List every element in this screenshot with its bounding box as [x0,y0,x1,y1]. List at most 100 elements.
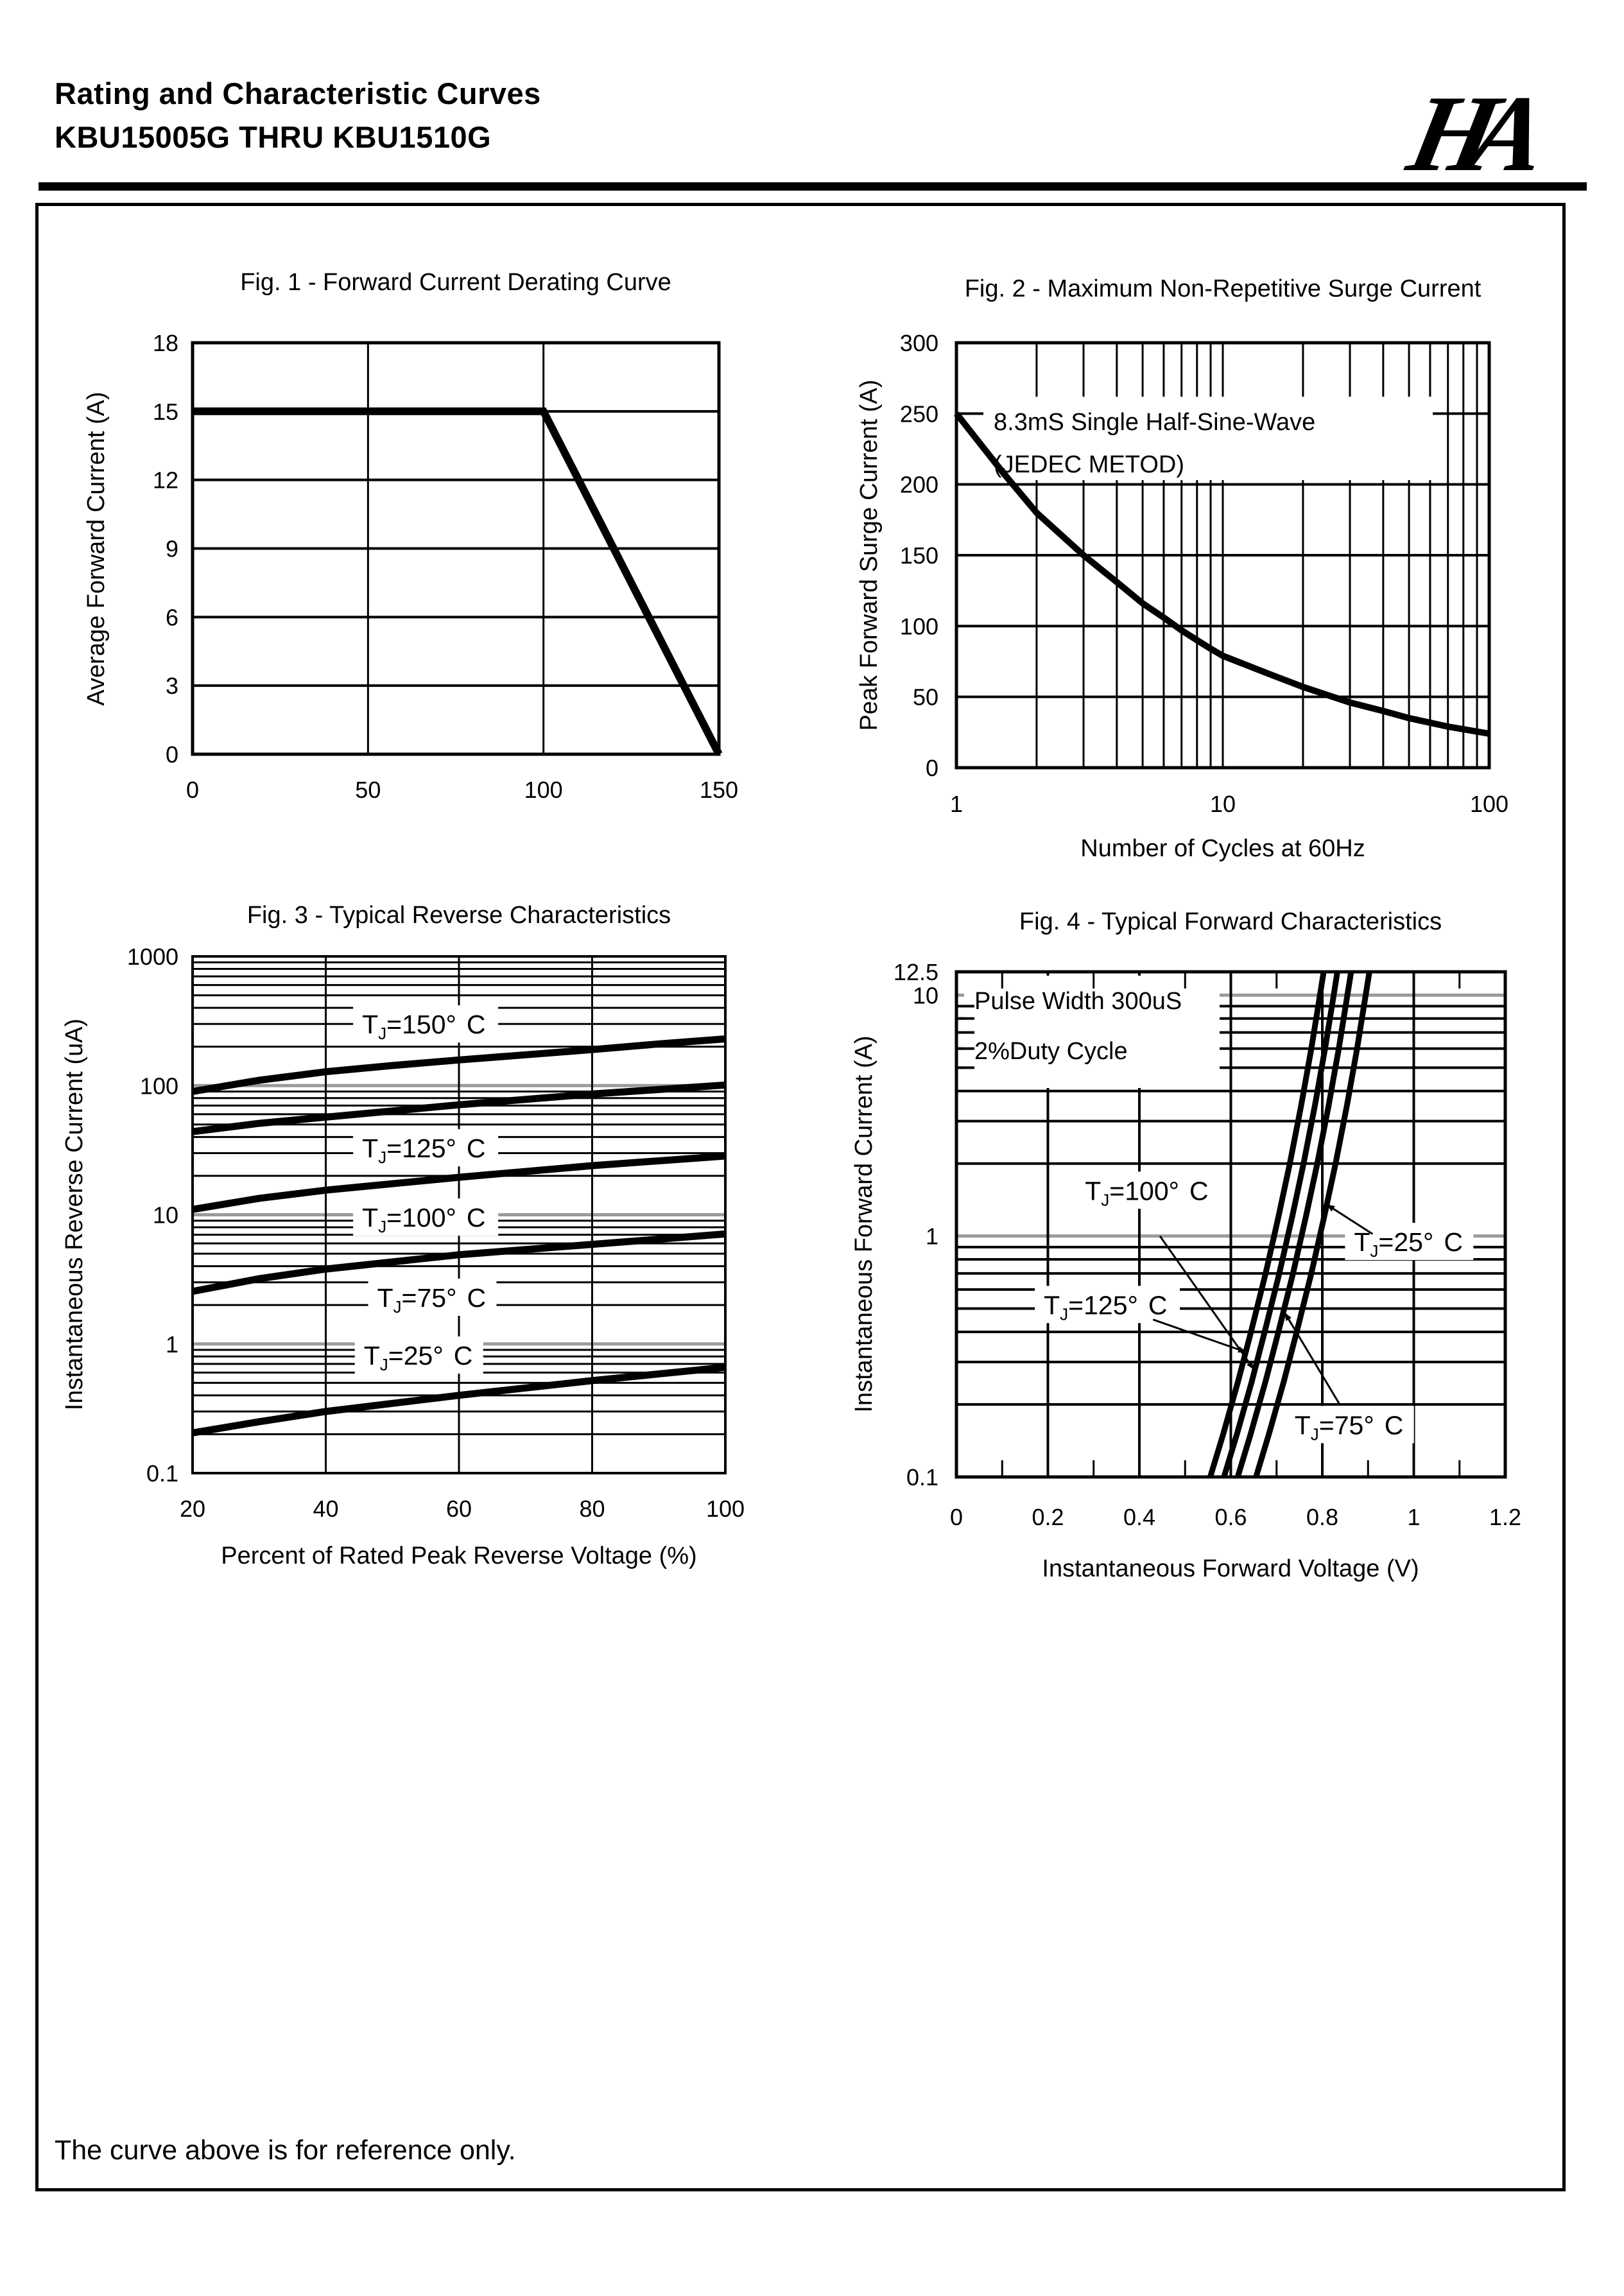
fig4-xtick: 0 [950,1504,963,1530]
fig2-surge-curve-curve [954,411,1490,737]
reference-note: The curve above is for reference only. [55,2135,516,2166]
fig4-tj-100-curve [1221,971,1340,1478]
fig1-title: Fig. 1 - Forward Current Derating Curve [240,269,671,296]
fig4-tj-125-curve [1207,971,1327,1478]
fig3-tj-25-label-box [354,1336,483,1374]
fig2-xtick: 1 [950,791,963,817]
fig4-title: Fig. 4 - Typical Forward Characteristics [1019,908,1442,935]
fig4-annotation-line2: 2%Duty Cycle [974,1038,1128,1065]
fig4-ytick: 12.5 [894,959,938,985]
fig4-plot-border [955,970,1507,1479]
fig1-ytick: 9 [166,536,178,562]
fig1-ytick: 6 [166,604,178,630]
fig4-y-axis-title: Instantaneous Forward Current (A) [851,1035,877,1412]
fig3-tj-100-label: TJ=100° C [362,1203,485,1236]
fig1-plot-border [191,341,721,756]
fig3-xtick: 40 [313,1496,338,1522]
fig3-ytick: 100 [140,1073,178,1099]
fig3-ytick: 1 [166,1331,178,1358]
fig4-xtick: 0.8 [1306,1504,1338,1530]
fig4-ytick: 1 [926,1223,938,1250]
fig4-tj-125-label: TJ=125° C [1044,1290,1167,1324]
fig2-y-axis-title: Peak Forward Surge Current (A) [856,380,883,731]
fig4-tj-75-label-box [1285,1406,1414,1444]
fig3-ytick: 1000 [127,944,178,970]
fig4-tj-100-arrow [1159,1235,1255,1370]
fig3-tj-150-label-box [353,1005,499,1043]
fig4-ytick: 10 [913,982,938,1008]
fig4-x-axis-title: Instantaneous Forward Voltage (V) [1042,1555,1419,1582]
fig3-tj-150-label: TJ=150° C [362,1010,485,1043]
fig3: TJ=150° CTJ=125° CTJ=100° CTJ=75° CTJ=25° C10… [61,902,745,1569]
fig2-ytick: 150 [900,542,938,569]
fig3-tj-25-curve [192,1363,726,1437]
fig4-xtick: 1 [1407,1504,1420,1530]
fig4-tj-75-curve [1234,971,1354,1478]
fig3-tj-100-curve [192,1152,726,1213]
fig2-ytick: 0 [926,755,938,781]
fig4-tj-75-arrow [1284,1312,1341,1405]
fig4-xtick: 0.4 [1123,1504,1155,1530]
fig3-ytick: 10 [153,1202,178,1229]
fig4-tj-25-curve [1253,971,1372,1478]
fig1-ytick: 15 [153,399,178,425]
charts-panel [35,203,1566,2191]
fig1-derating-curve-curve [193,407,723,756]
fig4-tj-75-label: TJ=75° C [1295,1410,1404,1444]
fig3-tj-125-label-box [353,1129,499,1167]
fig2-plot-border [955,341,1491,770]
fig2-ytick: 200 [900,472,938,498]
fig2: 8.3mS Single Half-Sine-Wave (JEDEC METOD)… [856,275,1508,862]
fig4-tj-125-label-box [1035,1286,1180,1324]
fig3-plot-border [191,955,727,1474]
fig3-tj-150-curve [192,1035,726,1095]
part-number-range: KBU15005G THRU KBU1510G [55,120,492,154]
fig3-tj-75-curve [191,1230,726,1295]
fig4-annotation-box [964,976,1220,1088]
fig3-tj-100-label-box [353,1198,499,1236]
fig4-tj-25-arrow [1326,1204,1374,1235]
fig4: Pulse Width 300uS 2%Duty Cycle TJ=125° C TJ=… [851,908,1521,1582]
fig2-ytick: 100 [900,613,938,639]
fig1-y-axis-title: Average Forward Current (A) [83,392,110,705]
fig2-title: Fig. 2 - Maximum Non-Repetitive Surge Cu… [965,275,1481,302]
fig4-annotation-line1: Pulse Width 300uS [974,988,1182,1015]
fig1-ytick: 12 [153,467,178,494]
fig3-tj-25-label: TJ=25° C [364,1341,473,1374]
fig2-annotation-line2: (JEDEC METOD) [994,451,1184,478]
fig4-tj-25-label: TJ=25° C [1354,1227,1463,1261]
fig3-title: Fig. 3 - Typical Reverse Characteristics [247,902,671,929]
fig3-tj-125-label: TJ=125° C [362,1134,485,1167]
fig2-annotation-line1: 8.3mS Single Half-Sine-Wave [994,409,1315,436]
fig1-xtick: 50 [355,777,381,803]
fig4-ytick: 0.1 [906,1464,938,1490]
fig2-ytick: 250 [900,401,938,427]
fig2-x-axis-title: Number of Cycles at 60Hz [1080,835,1365,862]
fig4-xtick: 0.6 [1214,1504,1247,1530]
fig1-xtick: 100 [524,777,563,803]
fig4-xtick: 1.2 [1489,1504,1521,1530]
fig2-ytick: 50 [913,684,938,711]
fig3-tj-75-label-box [368,1278,497,1316]
fig3-ytick: 0.1 [146,1460,178,1487]
fig1-ytick: 18 [153,330,178,356]
fig2-annotation-box [983,397,1433,480]
fig3-xtick: 60 [446,1496,472,1522]
fig3-tj-125-curve [192,1081,726,1135]
fig3-y-axis-title: Instantaneous Reverse Current (uA) [61,1019,88,1410]
fig1-ytick: 0 [166,741,178,768]
fig1-xtick: 0 [186,777,199,803]
header-rule [39,182,1587,191]
fig4-tj-100-label: TJ=100° C [1085,1176,1208,1209]
fig4-tj-100-label-box [1076,1171,1222,1209]
fig3-x-axis-title: Percent of Rated Peak Reverse Voltage (%… [221,1542,696,1569]
page-title: Rating and Characteristic Curves [55,76,541,110]
fig3-xtick: 20 [180,1496,205,1522]
fig1-xtick: 150 [700,777,738,803]
fig1: 18 15 12 9 6 3 00 50 100 150 Fig. 1 - Forward Curr… [83,269,738,803]
fig4-tj-125-arrow [1152,1318,1247,1353]
fig4-xtick: 0.2 [1032,1504,1064,1530]
fig2-ytick: 300 [900,330,938,356]
fig2-xtick: 10 [1210,791,1236,817]
